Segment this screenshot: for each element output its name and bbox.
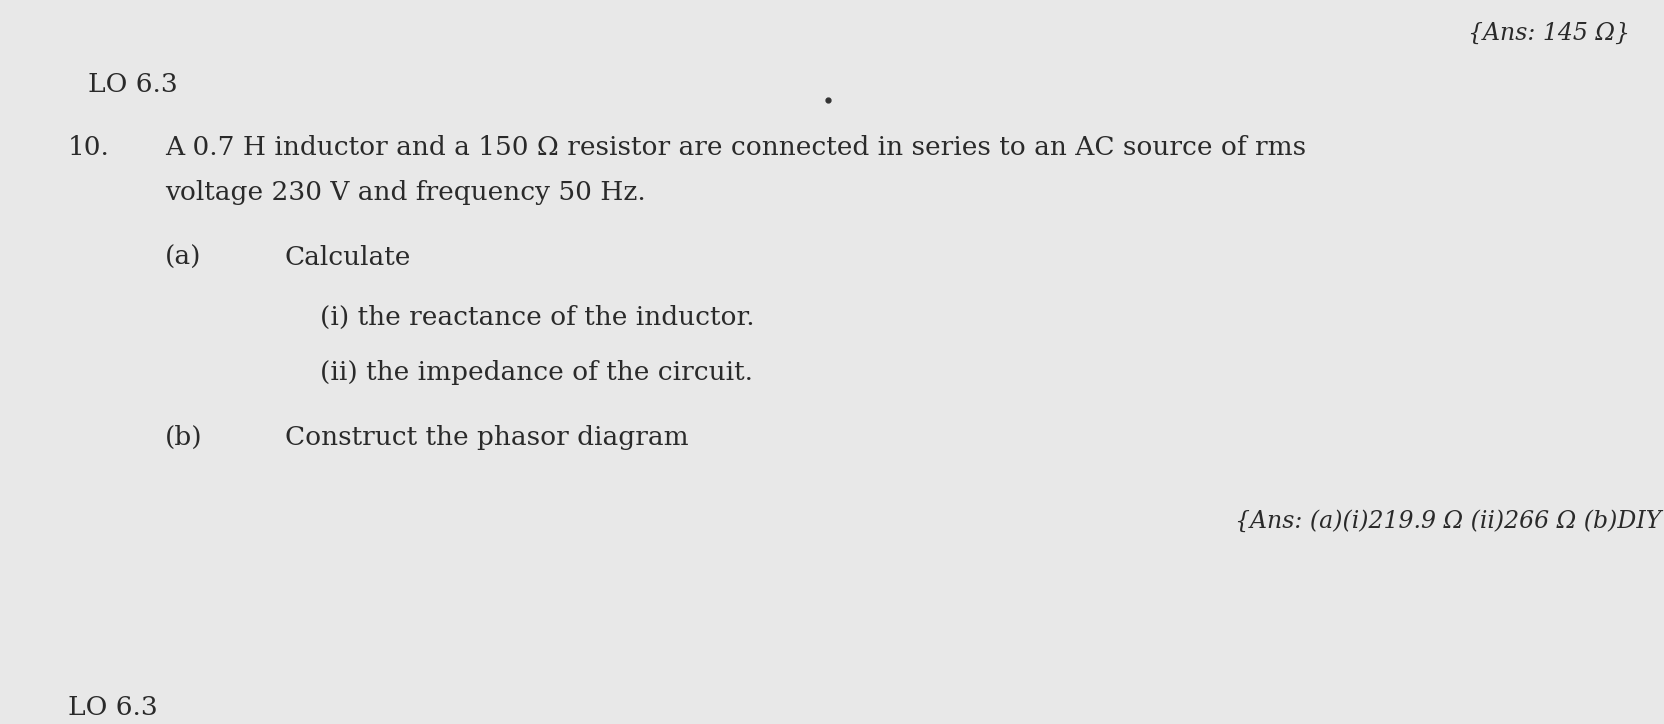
Text: (i) the reactance of the inductor.: (i) the reactance of the inductor. — [319, 305, 755, 330]
Text: A 0.7 H inductor and a 150 Ω resistor are connected in series to an AC source of: A 0.7 H inductor and a 150 Ω resistor ar… — [165, 135, 1306, 160]
Text: {Ans: (a)(i)219.9 Ω (ii)266 Ω (b)DIY }: {Ans: (a)(i)219.9 Ω (ii)266 Ω (b)DIY } — [1235, 510, 1664, 533]
Text: (a): (a) — [165, 245, 201, 270]
Text: (ii) the impedance of the circuit.: (ii) the impedance of the circuit. — [319, 360, 754, 385]
Text: (b): (b) — [165, 425, 203, 450]
Text: 10.: 10. — [68, 135, 110, 160]
Text: LO 6.3: LO 6.3 — [88, 72, 178, 97]
Text: Calculate: Calculate — [285, 245, 411, 270]
Text: LO 6.3: LO 6.3 — [68, 695, 158, 720]
Text: voltage 230 V and frequency 50 Hz.: voltage 230 V and frequency 50 Hz. — [165, 180, 646, 205]
Text: Construct the phasor diagram: Construct the phasor diagram — [285, 425, 689, 450]
Text: {Ans: 145 Ω}: {Ans: 145 Ω} — [1468, 22, 1631, 45]
